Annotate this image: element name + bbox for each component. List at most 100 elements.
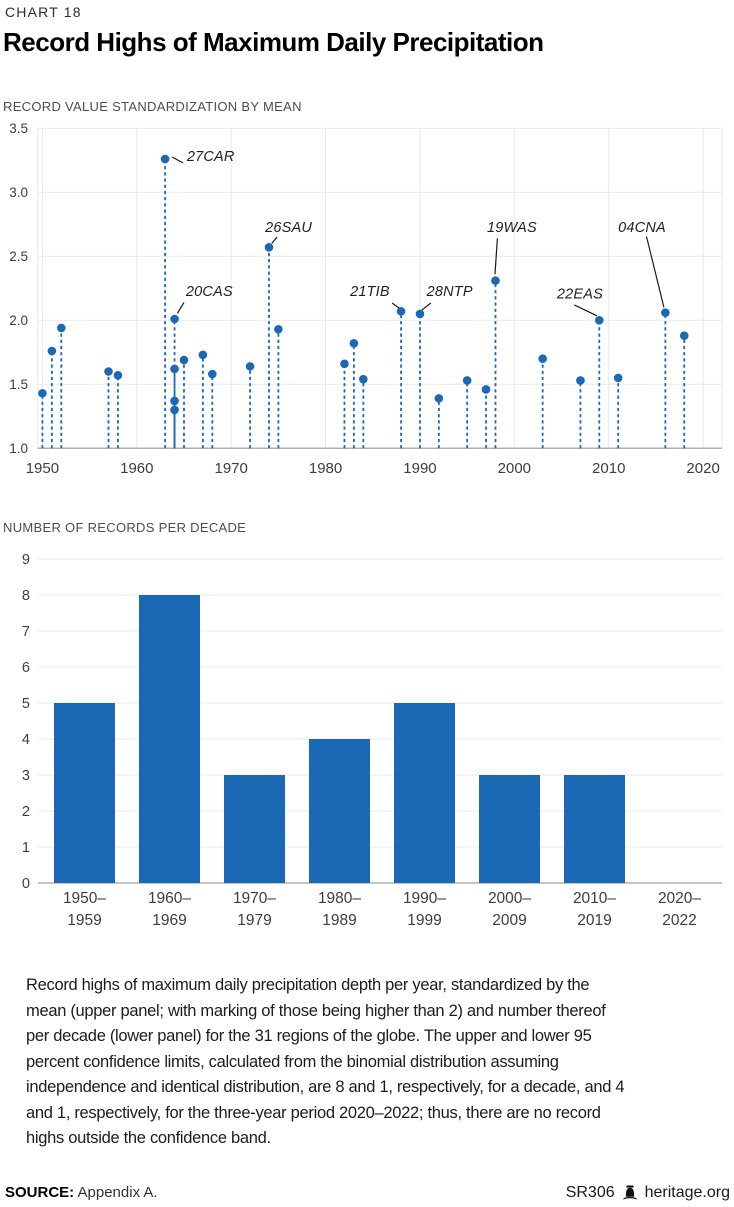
decade-bar <box>309 739 370 883</box>
region-annotation: 22EAS <box>556 287 603 303</box>
y-tick-label: 1.0 <box>9 441 28 456</box>
y-tick-label: 2.5 <box>9 249 28 264</box>
x-tick-label: 1960 <box>120 460 153 477</box>
site-link[interactable]: heritage.org <box>644 1184 730 1201</box>
caption-line: and 1, respectively, for the three-year … <box>26 1103 601 1122</box>
x-tick-label: 1990– <box>403 890 446 907</box>
record-dot <box>679 331 689 340</box>
x-tick-label: 2020 <box>686 460 719 477</box>
record-dot <box>415 309 425 319</box>
annotation-leader-line <box>271 236 278 244</box>
decade-bar <box>564 775 625 883</box>
record-dot <box>179 355 189 365</box>
stem-chart-svg: 27CAR 20CAS 26SAU 21TIB 28NTP 19WAS 22EAS 04CNA… <box>9 121 723 477</box>
region-annotation: 21TIB <box>349 284 390 300</box>
x-tick-label: 1990 <box>403 460 436 477</box>
x-tick-label: 1970 <box>215 460 248 477</box>
record-dot <box>538 354 547 363</box>
x-tick-label: 1999 <box>407 912 441 929</box>
record-dot <box>264 243 274 252</box>
record-dot <box>56 323 66 333</box>
x-tick-label: 1969 <box>152 912 186 929</box>
caption-line: percent confidence limits, calculated fr… <box>26 1052 559 1071</box>
region-annotation: 27CAR <box>186 149 235 165</box>
x-tick-label: 1980 <box>309 460 342 477</box>
caption-line: highs outside the confidence band. <box>26 1129 271 1147</box>
caption-line: Record highs of maximum daily precipitat… <box>26 976 590 994</box>
record-dot <box>340 359 349 369</box>
record-dot <box>170 396 179 406</box>
region-annotation: 19WAS <box>487 220 537 236</box>
lower-panel-title: NUMBER OF RECORDS PER DECADE <box>3 520 247 535</box>
record-dot <box>47 346 57 356</box>
record-dot <box>245 362 255 371</box>
annotation-leader-line <box>645 236 665 308</box>
region-annotation: 26SAU <box>264 220 312 236</box>
publication-info: SR306 heritage.org <box>566 1184 730 1202</box>
record-dot <box>104 367 113 376</box>
chart-number: CHART 18 <box>5 4 82 20</box>
record-dot <box>594 316 604 325</box>
y-tick-label: 3 <box>22 768 30 784</box>
annotation-leader-line <box>421 302 432 311</box>
y-tick-label: 4 <box>22 732 30 748</box>
y-tick-label: 9 <box>22 552 30 568</box>
record-dot <box>359 374 368 384</box>
x-tick-label: 1950 <box>26 460 59 477</box>
decade-bar <box>394 703 455 883</box>
record-dot <box>613 373 623 383</box>
chart-caption: Record highs of maximum daily precipitat… <box>26 973 726 1152</box>
source-note: SOURCE: Appendix A. <box>5 1184 158 1201</box>
record-dot <box>170 314 179 324</box>
y-tick-label: 2.0 <box>9 313 28 328</box>
x-tick-label: 1979 <box>237 912 271 929</box>
decade-bar <box>139 595 200 883</box>
x-tick-label: 1960– <box>148 890 191 907</box>
annotation-leader-line <box>171 156 184 164</box>
y-tick-label: 3.5 <box>9 121 28 136</box>
record-dot <box>170 405 179 415</box>
record-dot <box>434 394 444 403</box>
footer: SOURCE: Appendix A. SR306 heritage.org <box>5 1184 730 1202</box>
y-tick-label: 3.0 <box>9 185 28 200</box>
x-tick-label: 1989 <box>322 912 356 929</box>
source-text: Appendix A. <box>77 1184 158 1201</box>
y-tick-label: 1.5 <box>9 377 28 392</box>
x-tick-label: 2009 <box>492 912 526 929</box>
x-tick-label: 1980– <box>318 890 361 907</box>
record-dot <box>396 307 406 316</box>
annotation-leader-line <box>176 302 185 314</box>
record-dot <box>481 385 491 394</box>
annotation-leader-line <box>391 302 400 309</box>
record-dot <box>208 369 217 379</box>
x-tick-label: 2000 <box>498 460 531 477</box>
annotation-leader-line <box>494 238 498 275</box>
record-dot <box>274 324 283 334</box>
x-tick-label: 2020– <box>658 890 701 907</box>
x-tick-label: 1950– <box>63 890 106 907</box>
annotation-leader-line <box>574 304 598 317</box>
record-dot <box>170 364 179 374</box>
record-dot <box>38 388 47 398</box>
y-tick-label: 8 <box>22 588 30 604</box>
decade-bar <box>224 775 285 883</box>
y-tick-label: 5 <box>22 696 30 712</box>
x-tick-label: 1970– <box>233 890 276 907</box>
page-title: Record Highs of Maximum Daily Precipitat… <box>3 27 544 57</box>
x-tick-label: 2010– <box>573 890 616 907</box>
x-tick-label: 2010 <box>592 460 625 477</box>
record-dot <box>113 371 123 380</box>
region-annotation: 28NTP <box>426 284 473 300</box>
record-dot <box>160 154 170 164</box>
decade-bar <box>54 703 115 883</box>
liberty-bell-icon <box>623 1185 637 1200</box>
y-tick-label: 1 <box>22 840 30 856</box>
record-dot <box>349 339 359 348</box>
record-dot <box>491 276 500 285</box>
y-tick-label: 6 <box>22 660 30 676</box>
y-tick-label: 7 <box>22 624 30 640</box>
y-tick-label: 0 <box>22 876 30 892</box>
x-tick-label: 1959 <box>67 912 101 929</box>
record-dot <box>661 308 670 317</box>
